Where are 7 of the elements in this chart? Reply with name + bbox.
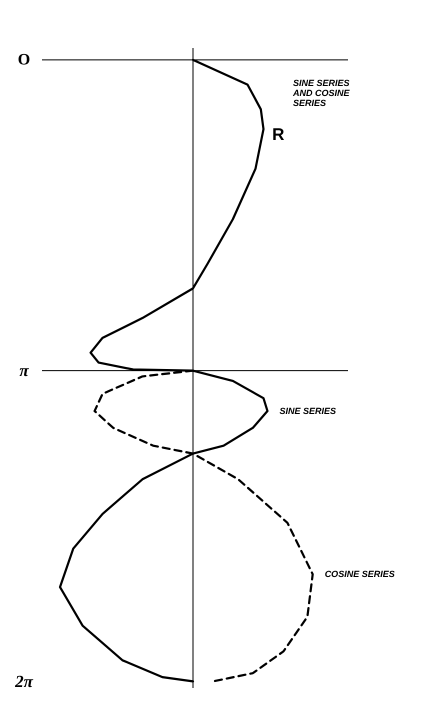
y-tick-label: π: [19, 361, 30, 380]
series-label: SINE SERIES: [279, 406, 336, 416]
series-label: COSINE SERIES: [324, 569, 395, 580]
y-tick-label: O: [18, 51, 30, 68]
y-tick-label: 2π: [14, 672, 34, 691]
annotation: R: [272, 124, 284, 144]
annotation: SINE SERIES AND COSINE SERIES: [292, 78, 350, 108]
